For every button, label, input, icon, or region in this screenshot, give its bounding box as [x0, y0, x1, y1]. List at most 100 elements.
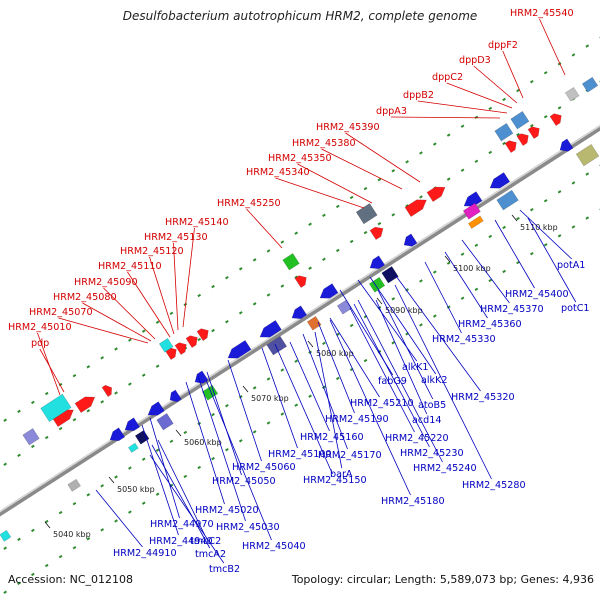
forward-gene-label[interactable]: HRM2_45340 — [246, 167, 310, 178]
forward-gene-arrow[interactable] — [369, 224, 386, 240]
forward-gene-label[interactable]: dppD3 — [459, 55, 491, 66]
reverse-gene-arrow[interactable] — [225, 339, 252, 362]
forward-gene-block[interactable] — [510, 110, 530, 130]
reverse-gene-label[interactable]: HRM2_45220 — [385, 433, 449, 444]
reverse-gene-label[interactable]: fabG9 — [378, 376, 407, 387]
forward-gene-block-shape[interactable] — [494, 122, 514, 142]
forward-gene-block-shape[interactable] — [564, 87, 580, 102]
reverse-gene-label[interactable]: atoB5 — [418, 400, 446, 411]
reverse-gene-block[interactable] — [266, 335, 288, 356]
forward-gene-label[interactable]: dppC2 — [432, 72, 463, 83]
forward-gene-block-shape[interactable] — [510, 110, 530, 130]
forward-gene-label[interactable]: dppB2 — [403, 90, 434, 101]
forward-gene-arrow-shape[interactable] — [404, 195, 429, 217]
forward-gene-block-shape[interactable] — [158, 338, 174, 353]
reverse-gene-block-shape[interactable] — [128, 442, 139, 453]
reverse-gene-arrow-shape[interactable] — [107, 427, 126, 445]
forward-gene-arrow-shape[interactable] — [294, 273, 309, 288]
forward-gene-arrow-shape[interactable] — [74, 392, 98, 413]
reverse-gene-block-shape[interactable] — [67, 478, 81, 492]
reverse-gene-arrow-shape[interactable] — [557, 138, 574, 155]
reverse-gene-arrow[interactable] — [289, 305, 308, 323]
reverse-gene-block-shape[interactable] — [468, 215, 484, 229]
forward-gene-block[interactable] — [40, 393, 72, 423]
reverse-gene-block-shape[interactable] — [368, 276, 386, 293]
reverse-gene-label[interactable]: HRM2_45180 — [381, 496, 445, 507]
reverse-gene-arrow[interactable] — [367, 255, 386, 273]
reverse-gene-arrow[interactable] — [557, 138, 574, 155]
reverse-gene-arrow-shape[interactable] — [257, 320, 282, 341]
reverse-gene-arrow-shape[interactable] — [367, 255, 386, 273]
forward-gene-arrow-shape[interactable] — [426, 183, 448, 202]
reverse-gene-label[interactable]: HRM2_45060 — [232, 462, 296, 473]
reverse-gene-label[interactable]: barA — [330, 469, 353, 480]
forward-gene-label[interactable]: HRM2_45070 — [29, 307, 93, 318]
reverse-gene-arrow[interactable] — [192, 370, 209, 387]
forward-gene-arrow[interactable] — [426, 183, 448, 202]
forward-gene-arrow-shape[interactable] — [516, 131, 531, 146]
reverse-gene-arrow-shape[interactable] — [289, 305, 308, 323]
reverse-gene-label[interactable]: HRM2_45190 — [325, 414, 389, 425]
forward-gene-arrow[interactable] — [174, 340, 189, 355]
reverse-gene-label[interactable]: HRM2_45330 — [432, 334, 496, 345]
forward-gene-arrow[interactable] — [549, 111, 564, 126]
reverse-gene-block-shape[interactable] — [462, 202, 481, 220]
reverse-gene-label[interactable]: HRM2_45320 — [451, 392, 515, 403]
reverse-gene-arrow-shape[interactable] — [145, 401, 165, 420]
forward-gene-block[interactable] — [22, 428, 40, 446]
forward-gene-block-shape[interactable] — [22, 428, 40, 446]
reverse-gene-arrow[interactable] — [145, 401, 165, 420]
forward-gene-label[interactable]: HRM2_45350 — [268, 153, 332, 164]
forward-gene-label[interactable]: HRM2_45140 — [165, 217, 229, 228]
forward-gene-arrow[interactable] — [404, 195, 429, 217]
reverse-gene-block[interactable] — [134, 430, 150, 445]
reverse-gene-block[interactable] — [496, 189, 519, 211]
reverse-gene-arrow-shape[interactable] — [225, 339, 252, 362]
reverse-gene-label[interactable]: HRM2_45240 — [413, 463, 477, 474]
reverse-gene-label[interactable]: HRM2_45210 — [350, 398, 414, 409]
forward-gene-arrow[interactable] — [527, 124, 542, 139]
reverse-gene-label[interactable]: tmcB2 — [209, 564, 240, 575]
reverse-gene-label[interactable]: HRM2_45360 — [458, 319, 522, 330]
reverse-gene-label[interactable]: HRM2_45400 — [505, 289, 569, 300]
reverse-gene-arrow-shape[interactable] — [401, 233, 418, 250]
reverse-gene-block-shape[interactable] — [381, 266, 399, 284]
reverse-gene-block[interactable] — [381, 266, 399, 284]
reverse-gene-block-shape[interactable] — [156, 413, 174, 431]
reverse-gene-block-shape[interactable] — [266, 335, 288, 356]
forward-gene-block[interactable] — [494, 122, 514, 142]
forward-gene-label[interactable]: HRM2_45120 — [120, 246, 184, 257]
reverse-gene-block[interactable] — [368, 276, 386, 293]
reverse-gene-label[interactable]: HRM2_45230 — [400, 448, 464, 459]
reverse-gene-block[interactable] — [468, 215, 484, 229]
reverse-gene-arrow-shape[interactable] — [122, 417, 141, 435]
reverse-gene-block[interactable] — [156, 413, 174, 431]
forward-gene-block[interactable] — [158, 338, 174, 353]
forward-gene-arrow-shape[interactable] — [174, 340, 189, 355]
reverse-gene-label[interactable]: acd14 — [412, 415, 441, 426]
reverse-gene-block[interactable] — [0, 529, 12, 542]
reverse-gene-label[interactable]: HRM2_45280 — [462, 480, 526, 491]
reverse-gene-arrow[interactable] — [487, 172, 511, 192]
forward-gene-label[interactable]: HRM2_45130 — [144, 232, 208, 243]
forward-gene-arrow[interactable] — [185, 333, 200, 348]
reverse-gene-arrow-shape[interactable] — [167, 389, 182, 405]
reverse-gene-label[interactable]: HRM2_45150 — [303, 475, 367, 486]
forward-gene-arrow[interactable] — [101, 383, 115, 397]
reverse-gene-block[interactable] — [67, 478, 81, 492]
forward-gene-arrow[interactable] — [294, 273, 309, 288]
forward-gene-block-shape[interactable] — [282, 253, 300, 271]
reverse-gene-block-shape[interactable] — [134, 430, 150, 445]
reverse-gene-block-shape[interactable] — [336, 300, 352, 315]
reverse-gene-label[interactable]: HRM2_45160 — [300, 432, 364, 443]
reverse-gene-block-shape[interactable] — [0, 529, 12, 542]
reverse-gene-arrow[interactable] — [257, 320, 282, 341]
reverse-gene-arrow[interactable] — [107, 427, 126, 445]
forward-gene-arrow-shape[interactable] — [504, 138, 519, 153]
forward-gene-label[interactable]: HRM2_45390 — [316, 122, 380, 133]
forward-gene-label[interactable]: HRM2_45110 — [98, 261, 162, 272]
forward-gene-block[interactable] — [282, 253, 300, 271]
reverse-gene-block[interactable] — [306, 316, 322, 331]
reverse-gene-arrow[interactable] — [317, 283, 339, 303]
forward-gene-block-shape[interactable] — [581, 76, 599, 93]
